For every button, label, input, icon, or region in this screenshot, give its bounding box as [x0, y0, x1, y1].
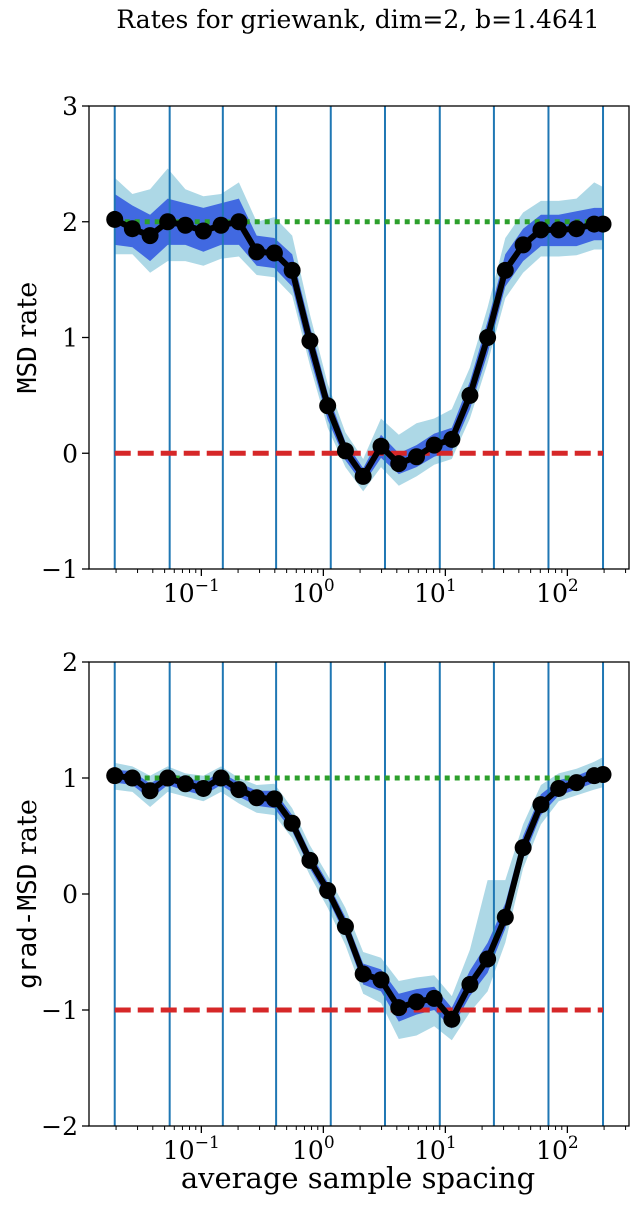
x-axis-label: average sample spacing [181, 1161, 535, 1195]
median-point [319, 397, 337, 415]
median-point [194, 779, 212, 797]
median-point [301, 851, 319, 869]
y-tick-label: 1 [62, 324, 78, 353]
plot-area [106, 662, 612, 1126]
median-point [372, 437, 390, 455]
median-point [283, 814, 301, 832]
x-tick-label: 10−1 [163, 576, 220, 608]
x-tick-label: 101 [414, 576, 457, 608]
y-tick-label: 3 [62, 92, 78, 121]
y-tick-label: −1 [41, 996, 78, 1025]
median-point [123, 769, 141, 787]
median-point [425, 989, 443, 1007]
median-point [443, 430, 461, 448]
median-point [390, 455, 408, 473]
median-point [567, 220, 585, 238]
median-point [514, 236, 532, 254]
median-point [354, 965, 372, 983]
x-tick-label: 100 [292, 1133, 335, 1165]
median-point [265, 790, 283, 808]
x-tick-label: 100 [292, 576, 335, 608]
msd-rate-panel: −1 0 1 2 3 10−1 100 101 102 MSD rate [12, 92, 630, 608]
median-point [496, 908, 514, 926]
figure-title: Rates for griewank, dim=2, b=1.4641 [116, 5, 599, 34]
median-point [372, 971, 390, 989]
median-point [336, 442, 354, 460]
median-point [106, 210, 124, 228]
median-point [532, 796, 550, 814]
median-point [594, 766, 612, 784]
x-tick-label: 101 [414, 1133, 457, 1165]
median-point [106, 767, 124, 785]
median-point [354, 467, 372, 485]
median-point [248, 789, 266, 807]
outer-band [114, 757, 603, 1041]
median-point [479, 329, 497, 346]
median-point [212, 216, 230, 234]
median-point [230, 781, 248, 799]
outer-band [114, 168, 603, 492]
median-point [159, 213, 177, 231]
median-point [301, 332, 319, 350]
median-point [550, 221, 568, 239]
x-tick-label: 10−1 [163, 1133, 220, 1165]
median-point [283, 261, 301, 279]
median-point [159, 769, 177, 787]
y-tick-label: 0 [62, 880, 78, 909]
median-point [390, 999, 408, 1017]
y-tick-label: 2 [62, 648, 78, 677]
median-point [594, 215, 612, 233]
median-point [141, 227, 159, 245]
median-point [407, 448, 425, 466]
y-tick-label: −1 [41, 555, 78, 584]
median-point [265, 244, 283, 262]
median-point [176, 216, 194, 234]
inner-band [114, 767, 603, 1029]
median-point [496, 261, 514, 279]
median-point [123, 220, 141, 238]
median-point [212, 769, 230, 787]
x-tick-label: 102 [536, 576, 579, 608]
y-tick-label: 2 [62, 208, 78, 237]
y-tick-label: 1 [62, 764, 78, 793]
median-point [567, 774, 585, 792]
y-axis-label: MSD rate [12, 282, 43, 393]
median-point [407, 993, 425, 1011]
plot-area [106, 106, 612, 569]
median-point [514, 839, 532, 857]
x-tick-label: 102 [536, 1133, 579, 1165]
median-point [194, 222, 212, 240]
y-axis-label: grad-MSD rate [12, 799, 43, 989]
median-point [479, 950, 497, 968]
median-point [461, 975, 479, 993]
grad-msd-rate-panel: −2 −1 0 1 2 10−1 100 101 102 grad-MSD rate [12, 648, 630, 1165]
median-point [532, 221, 550, 239]
median-point [443, 1010, 461, 1028]
median-point [176, 775, 194, 793]
y-tick-label: 0 [62, 439, 78, 468]
median-point [336, 917, 354, 935]
median-point [425, 436, 443, 454]
median-point [461, 386, 479, 404]
y-tick-label: −2 [41, 1112, 78, 1141]
median-point [141, 782, 159, 800]
median-point [230, 213, 248, 231]
median-point [319, 882, 337, 900]
median-point [248, 243, 266, 261]
median-point [550, 779, 568, 797]
